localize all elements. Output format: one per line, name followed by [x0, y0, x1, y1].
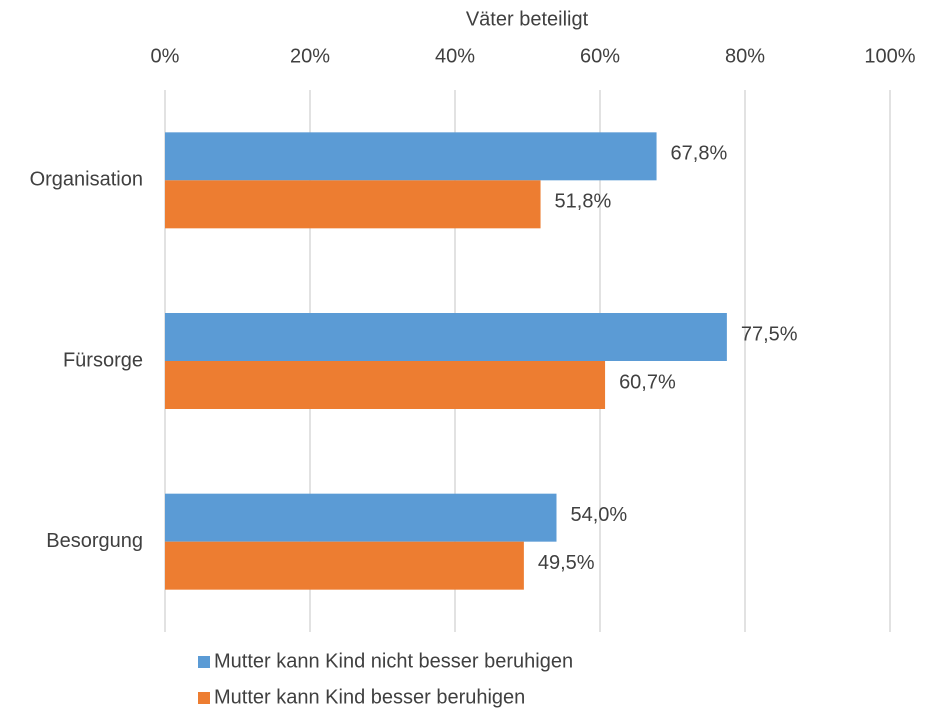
x-tick-label: 60%	[580, 45, 620, 67]
bar	[165, 361, 606, 409]
data-label: 49,5%	[538, 552, 595, 574]
bar	[165, 180, 541, 229]
bar	[165, 132, 657, 181]
y-tick-label: Fürsorge	[63, 349, 143, 371]
axis-title: Väter beteiligt	[466, 8, 589, 30]
bar	[165, 541, 524, 590]
data-label: 54,0%	[571, 504, 628, 526]
y-tick-label: Organisation	[30, 169, 143, 191]
legend-swatch	[198, 656, 210, 668]
data-label: 60,7%	[619, 371, 676, 393]
data-label: 67,8%	[671, 143, 728, 165]
bar	[165, 493, 557, 542]
x-tick-label: 20%	[290, 45, 330, 67]
bar	[165, 313, 727, 361]
x-tick-label: 0%	[151, 45, 180, 67]
legend-swatch	[198, 692, 210, 704]
x-tick-label: 40%	[435, 45, 475, 67]
data-label: 51,8%	[555, 191, 612, 213]
x-tick-label: 100%	[864, 45, 915, 67]
data-label: 77,5%	[741, 323, 798, 345]
legend-label: Mutter kann Kind besser beruhigen	[214, 686, 525, 708]
legend-label: Mutter kann Kind nicht besser beruhigen	[214, 650, 573, 672]
y-tick-label: Besorgung	[46, 530, 143, 552]
x-tick-label: 80%	[725, 45, 765, 67]
